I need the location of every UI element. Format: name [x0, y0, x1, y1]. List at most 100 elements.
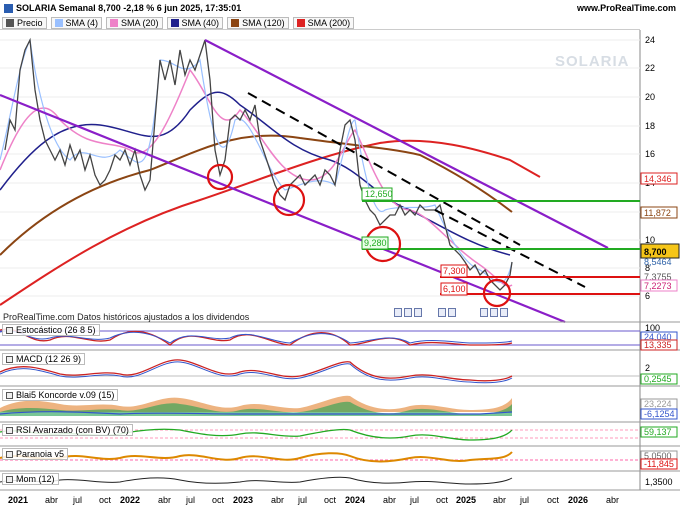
channel-lower — [0, 93, 566, 324]
svg-text:oct: oct — [99, 495, 112, 505]
legend-sma200[interactable]: SMA (200) — [292, 16, 355, 29]
info-icon[interactable] — [500, 308, 508, 317]
paranoia-area — [0, 451, 513, 463]
price-tick: 16 — [645, 149, 655, 159]
rsi-value1: 59,137 — [644, 427, 672, 437]
svg-text:jul: jul — [519, 495, 529, 505]
panel-toggle-icon[interactable] — [6, 475, 13, 483]
svg-text:2021: 2021 — [8, 495, 28, 505]
label-12650: 12,650 — [365, 189, 393, 199]
svg-text:jul: jul — [72, 495, 82, 505]
time-axis: 2021 abr jul oct 2022 abr jul oct 2023 a… — [8, 495, 619, 505]
svg-text:oct: oct — [436, 495, 449, 505]
event-icons-group-1[interactable] — [394, 308, 422, 317]
price-tick: 20 — [645, 92, 655, 102]
tag-sma20: 7,2273 — [644, 281, 672, 291]
svg-text:2025: 2025 — [456, 495, 476, 505]
site-label[interactable]: www.ProRealTime.com — [576, 3, 676, 13]
svg-text:2026: 2026 — [568, 495, 588, 505]
label-9280: 9,280 — [364, 238, 387, 248]
svg-text:2023: 2023 — [233, 495, 253, 505]
tag-sma20b: 7,3755 — [644, 272, 672, 282]
svg-text:abr: abr — [45, 495, 58, 505]
legend-price[interactable]: Precio — [2, 16, 47, 29]
panel-rsi-title[interactable]: RSI Avanzado (con BV) (70) — [2, 424, 133, 436]
sma40-line — [0, 91, 511, 256]
svg-text:abr: abr — [383, 495, 396, 505]
panel-koncorde-title[interactable]: Blai5 Koncorde v.09 (15) — [2, 389, 119, 401]
panel-mom-title[interactable]: Mom (12) — [2, 473, 59, 485]
watermark: SOLARIA — [555, 53, 630, 70]
indicator-legend: Precio SMA (4) SMA (20) SMA (40) SMA (12… — [0, 16, 640, 30]
dashed-trend-upper — [247, 92, 521, 246]
koncorde-value1: 23,224 — [644, 399, 672, 409]
event-icon[interactable] — [394, 308, 402, 317]
panel-toggle-icon[interactable] — [6, 355, 13, 363]
tag-sma4: 8,5464 — [644, 257, 672, 267]
data-source-note: ProRealTime.com Datos históricos ajustad… — [3, 312, 250, 322]
support-circles — [206, 163, 512, 308]
svg-text:abr: abr — [271, 495, 284, 505]
event-icon[interactable] — [438, 308, 446, 317]
price-tick: 24 — [645, 35, 655, 45]
price-tick: 18 — [645, 121, 655, 131]
label-6100: 6,100 — [443, 284, 466, 294]
tag-sma120: 11,872 — [644, 208, 671, 218]
legend-sma40[interactable]: SMA (40) — [166, 16, 224, 29]
stoch-value2: 13,335 — [644, 340, 672, 350]
svg-text:2024: 2024 — [345, 495, 365, 505]
event-icon[interactable] — [414, 308, 422, 317]
chart-icon — [4, 3, 13, 13]
price-tick: 6 — [645, 291, 650, 301]
koncorde-value2: -6,1254 — [644, 409, 675, 419]
paranoia-value1: 5,0500 — [644, 451, 672, 461]
sma4-line — [0, 38, 513, 283]
event-icons-group-3[interactable] — [480, 308, 508, 317]
event-icon[interactable] — [490, 308, 498, 317]
price-tick: 10 — [645, 235, 655, 245]
koncorde-area — [0, 395, 512, 412]
legend-sma120[interactable]: SMA (120) — [227, 16, 289, 29]
chart-header: SOLARIA Semanal 8,700 -2,18 % 6 jun 2025… — [0, 0, 680, 16]
label-7300: 7,300 — [443, 266, 466, 276]
stoch-axis-top: 100 — [645, 323, 660, 333]
svg-text:abr: abr — [158, 495, 171, 505]
svg-text:jul: jul — [409, 495, 419, 505]
legend-sma20[interactable]: SMA (20) — [106, 16, 163, 29]
event-icon[interactable] — [480, 308, 488, 317]
macd-axis-top: 2 — [645, 363, 650, 373]
stoch-value1: 24,040 — [644, 332, 672, 342]
svg-text:oct: oct — [324, 495, 337, 505]
price-tick: 22 — [645, 63, 655, 73]
event-icons-group-2[interactable] — [438, 308, 456, 317]
svg-text:2022: 2022 — [120, 495, 140, 505]
svg-text:jul: jul — [297, 495, 307, 505]
panel-toggle-icon[interactable] — [6, 391, 13, 399]
panel-toggle-icon[interactable] — [6, 426, 13, 434]
paranoia-value2: -11,845 — [644, 459, 674, 469]
channel-upper — [204, 39, 609, 249]
tag-last-price: 8,700 — [644, 247, 667, 257]
panel-stochastic-title[interactable]: Estocástico (26 8 5) — [2, 324, 100, 336]
sma120-line — [0, 134, 513, 256]
legend-sma4[interactable]: SMA (4) — [50, 16, 103, 29]
svg-text:oct: oct — [212, 495, 225, 505]
macd-line — [0, 359, 513, 382]
panel-macd-title[interactable]: MACD (12 26 9) — [2, 353, 86, 365]
svg-text:abr: abr — [606, 495, 619, 505]
price-candles — [4, 37, 513, 291]
tag-sma200: 14,346 — [644, 174, 672, 184]
svg-text:abr: abr — [493, 495, 506, 505]
panel-toggle-icon[interactable] — [6, 326, 13, 334]
mom-line — [0, 476, 513, 485]
chart-title: SOLARIA Semanal 8,700 -2,18 % 6 jun 2025… — [16, 3, 242, 13]
event-icon[interactable] — [404, 308, 412, 317]
sma20-line — [0, 68, 513, 287]
panel-paranoia-title[interactable]: Paranoia v5 — [2, 448, 69, 460]
panel-toggle-icon[interactable] — [6, 450, 13, 458]
svg-text:jul: jul — [185, 495, 195, 505]
event-icon[interactable] — [448, 308, 456, 317]
svg-text:oct: oct — [547, 495, 560, 505]
mom-value1: 1,3500 — [645, 477, 673, 487]
